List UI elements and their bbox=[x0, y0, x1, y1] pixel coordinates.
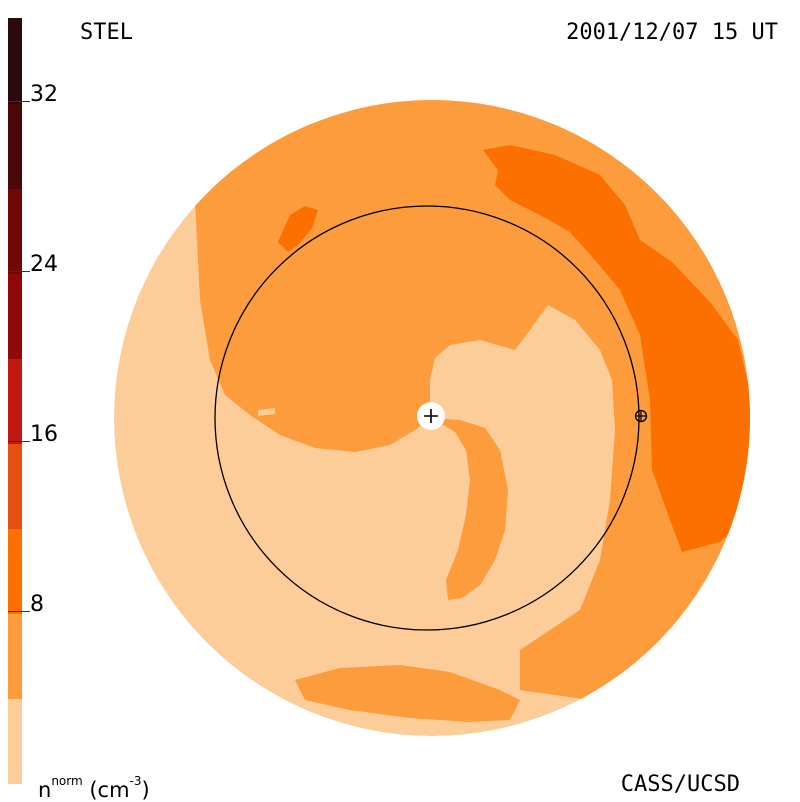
timestamp-label: 2001/12/07 15 UT bbox=[566, 20, 778, 45]
colorbar-segment bbox=[8, 698, 22, 784]
colorbar-segment bbox=[8, 273, 22, 359]
density-region-low-notch bbox=[258, 408, 275, 416]
colorbar bbox=[8, 18, 22, 784]
sun-plus-icon bbox=[424, 409, 438, 423]
colorbar-unit-label: nnorm (cm-3) bbox=[38, 774, 150, 801]
colorbar-tick-24 bbox=[8, 271, 30, 272]
colorbar-segment bbox=[8, 18, 22, 104]
colorbar-segment bbox=[8, 613, 22, 699]
unit-base: n bbox=[38, 778, 52, 802]
colorbar-segment bbox=[8, 103, 22, 189]
observatory-label: STEL bbox=[80, 20, 133, 45]
density-region-high bbox=[483, 145, 750, 552]
earth-cross-icon bbox=[635, 410, 647, 422]
colorbar-segment bbox=[8, 188, 22, 274]
colorbar-tick-label-8: 8 bbox=[30, 592, 44, 617]
unit-rest: (cm bbox=[82, 778, 130, 802]
colorbar-segment bbox=[8, 443, 22, 529]
colorbar-segment bbox=[8, 528, 22, 614]
colorbar-segment bbox=[8, 358, 22, 444]
unit-exp: -3 bbox=[129, 774, 142, 788]
credit-label: CASS/UCSD bbox=[620, 772, 740, 797]
colorbar-tick-8 bbox=[8, 611, 30, 612]
colorbar-tick-label-24: 24 bbox=[30, 252, 58, 277]
colorbar-tick-label-32: 32 bbox=[30, 82, 58, 107]
density-region-high-small bbox=[278, 206, 318, 252]
unit-sup: norm bbox=[51, 774, 83, 788]
colorbar-tick-label-16: 16 bbox=[30, 422, 58, 447]
density-region-mid-lower bbox=[295, 665, 520, 722]
density-region-mid-tongue bbox=[432, 418, 508, 600]
colorbar-tick-16 bbox=[8, 441, 30, 442]
earth-orbit-circle bbox=[214, 205, 640, 631]
density-map-disk bbox=[114, 100, 750, 736]
unit-close: ) bbox=[141, 778, 150, 802]
colorbar-tick-32 bbox=[8, 101, 30, 102]
